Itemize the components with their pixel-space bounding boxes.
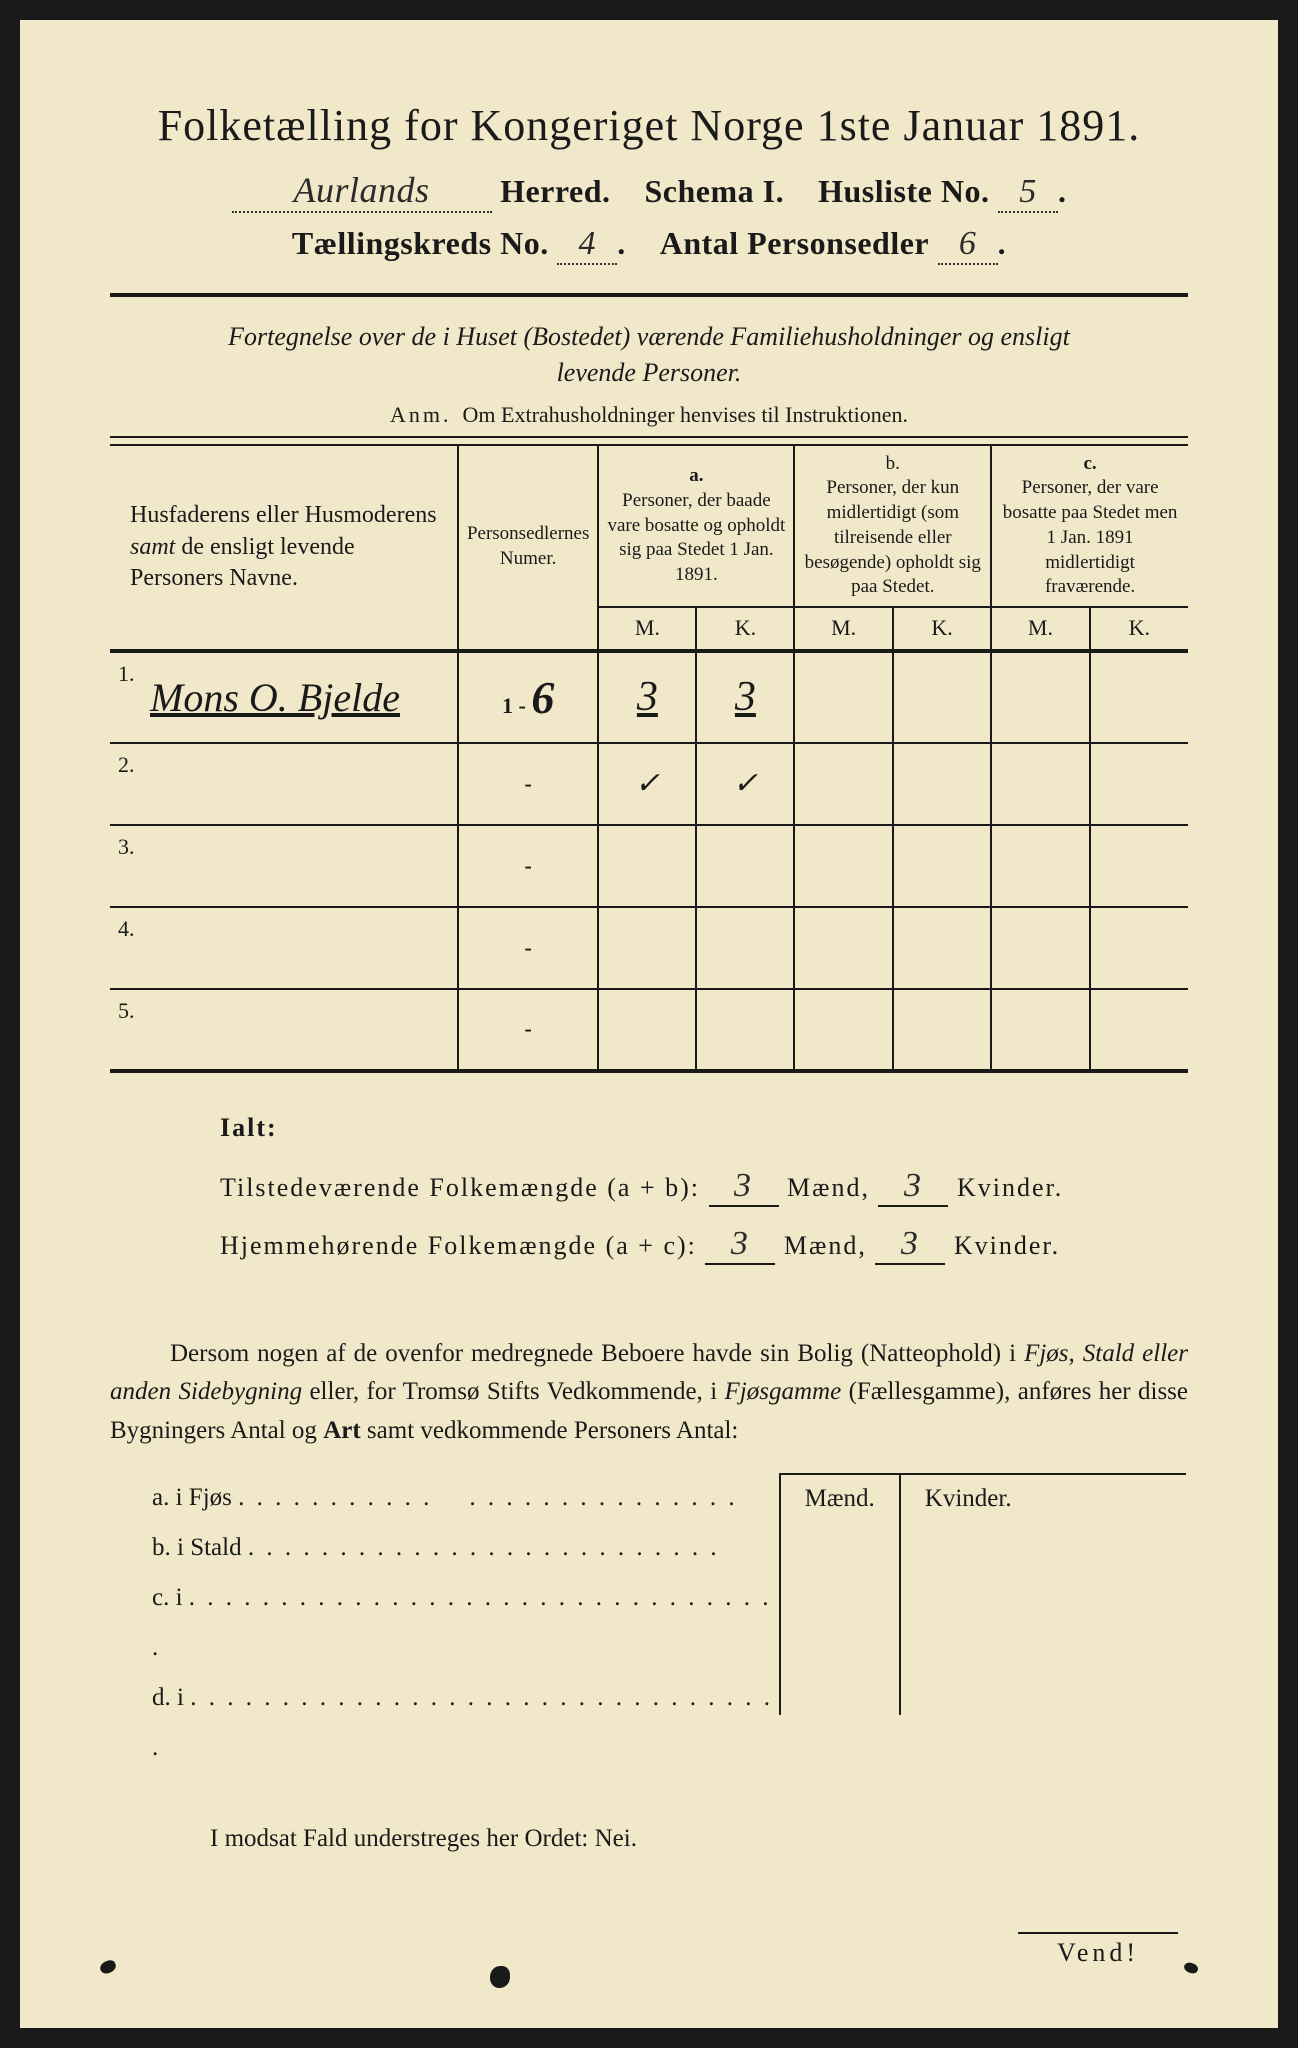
row-c-m	[991, 651, 1089, 743]
table-row: 3. -	[110, 825, 1188, 907]
household-table: Husfaderens eller Husmoderens samt de en…	[110, 444, 1188, 1073]
modsat-line: I modsat Fald understreges her Ordet: Ne…	[110, 1825, 1188, 1853]
divider-thick	[110, 293, 1188, 297]
ialt-maend: Mænd,	[784, 1231, 867, 1260]
col-header-numer: Personsedlernes Numer.	[458, 445, 598, 651]
ialt-row1-k: 3	[904, 1167, 923, 1204]
side-buildings-table: a. i Fjøs . . . . . . . . . . . . . . . …	[110, 1471, 1188, 1775]
mk-c-k: K.	[1090, 607, 1188, 651]
antal-handwritten: 6	[959, 225, 977, 262]
col-header-a: a. Personer, der baade vare bosatte og o…	[598, 445, 794, 607]
ink-smudge	[490, 1966, 510, 1988]
anm-line: Anm. Om Extrahusholdninger henvises til …	[110, 402, 1188, 428]
page-title: Folketælling for Kongeriget Norge 1ste J…	[110, 100, 1188, 151]
box-maend: Mænd.	[781, 1475, 901, 1715]
ialt-kvinder: Kvinder.	[957, 1173, 1063, 1202]
ialt-row-1: Tilstedeværende Folkemængde (a + b): 3 M…	[220, 1167, 1188, 1207]
box-kvinder: Kvinder.	[901, 1475, 1036, 1715]
table-row: 2. - ✓ ✓	[110, 743, 1188, 825]
anm-label: Anm.	[390, 402, 452, 427]
col-header-b: b. Personer, der kun midlertidigt (som t…	[794, 445, 991, 607]
row-number: 4.	[118, 916, 135, 942]
row-numer: -	[458, 743, 598, 825]
header-line-1: Aurlands Herred. Schema I. Husliste No. …	[110, 169, 1188, 213]
kreds-label: Tællingskreds No.	[292, 225, 549, 261]
table-row: 5. -	[110, 989, 1188, 1071]
header-line-2: Tællingskreds No. 4. Antal Personsedler …	[110, 225, 1188, 265]
row-b-m	[794, 651, 892, 743]
ialt-label: Ialt:	[220, 1113, 1188, 1143]
row-name-handwritten: Mons O. Bjelde	[120, 675, 400, 720]
row-a-m: 3	[637, 674, 658, 720]
row-c-k	[1090, 651, 1188, 743]
subtitle: Fortegnelse over de i Huset (Bostedet) v…	[110, 319, 1188, 392]
side-list-c: c. i . . . . . . . . . . . . . . . . . .…	[152, 1573, 777, 1673]
ialt-row-2: Hjemmehørende Folkemængde (a + c): 3 Mæn…	[220, 1225, 1188, 1265]
col-header-c: c. Personer, der vare bosatte paa Stedet…	[991, 445, 1188, 607]
row-b-k	[893, 651, 991, 743]
census-form-page: Folketælling for Kongeriget Norge 1ste J…	[20, 20, 1278, 2028]
dersom-paragraph: Dersom nogen af de ovenfor medregnede Be…	[110, 1335, 1188, 1451]
row-numer: -	[458, 907, 598, 989]
mk-a-k: K.	[696, 607, 794, 651]
anm-text: Om Extrahusholdninger henvises til Instr…	[463, 402, 908, 427]
kreds-no-handwritten: 4	[578, 225, 596, 262]
side-list-a: a. i Fjøs . . . . . . . . . . . . . . . …	[152, 1473, 777, 1523]
mk-b-k: K.	[893, 607, 991, 651]
side-list-b: b. i Stald . . . . . . . . . . . . . . .…	[152, 1523, 777, 1573]
table-row: 1. Mons O. Bjelde 1 - 6 3 3	[110, 651, 1188, 743]
mk-b-m: M.	[794, 607, 892, 651]
ialt-row2-k: 3	[901, 1225, 920, 1262]
herred-label: Herred.	[500, 173, 610, 209]
husliste-no-handwritten: 5	[1019, 173, 1037, 210]
row-a-k: ✓	[733, 767, 758, 800]
vend-label: Vend!	[1018, 1932, 1178, 1968]
antal-label: Antal Personsedler	[660, 225, 929, 261]
row-numer: -	[458, 825, 598, 907]
col-header-name: Husfaderens eller Husmoderens samt de en…	[110, 445, 458, 651]
row-numer: 1 - 6	[502, 693, 554, 718]
ialt-kvinder: Kvinder.	[954, 1231, 1060, 1260]
row-number: 5.	[118, 998, 135, 1024]
ialt-row1-m: 3	[734, 1167, 753, 1204]
side-list-d: d. i . . . . . . . . . . . . . . . . . .…	[152, 1673, 777, 1773]
ialt-row1-label: Tilstedeværende Folkemængde (a + b):	[220, 1173, 700, 1202]
ink-smudge	[98, 1959, 117, 1976]
ialt-row2-label: Hjemmehørende Folkemængde (a + c):	[220, 1231, 697, 1260]
row-number: 1.	[118, 661, 135, 687]
husliste-label: Husliste No.	[818, 173, 989, 209]
table-body: 1. Mons O. Bjelde 1 - 6 3 3 2. - ✓ ✓ 3.	[110, 651, 1188, 1071]
mk-c-m: M.	[991, 607, 1089, 651]
maend-kvinder-box: Mænd. Kvinder.	[779, 1473, 1186, 1715]
mk-a-m: M.	[598, 607, 696, 651]
herred-handwritten: Aurlands	[294, 169, 430, 211]
divider-above-table	[110, 436, 1188, 438]
side-list: a. i Fjøs . . . . . . . . . . . . . . . …	[112, 1473, 777, 1773]
row-a-k: 3	[735, 674, 756, 720]
ialt-row2-m: 3	[731, 1225, 750, 1262]
row-numer: -	[458, 989, 598, 1071]
schema-label: Schema I.	[644, 173, 784, 209]
row-a-m: ✓	[635, 767, 660, 800]
table-row: 4. -	[110, 907, 1188, 989]
subtitle-text: Fortegnelse over de i Huset (Bostedet) v…	[228, 322, 1070, 387]
row-number: 3.	[118, 834, 135, 860]
totals-block: Ialt: Tilstedeværende Folkemængde (a + b…	[110, 1113, 1188, 1265]
ink-smudge	[1183, 1961, 1200, 1976]
row-number: 2.	[118, 752, 135, 778]
ialt-maend: Mænd,	[787, 1173, 870, 1202]
